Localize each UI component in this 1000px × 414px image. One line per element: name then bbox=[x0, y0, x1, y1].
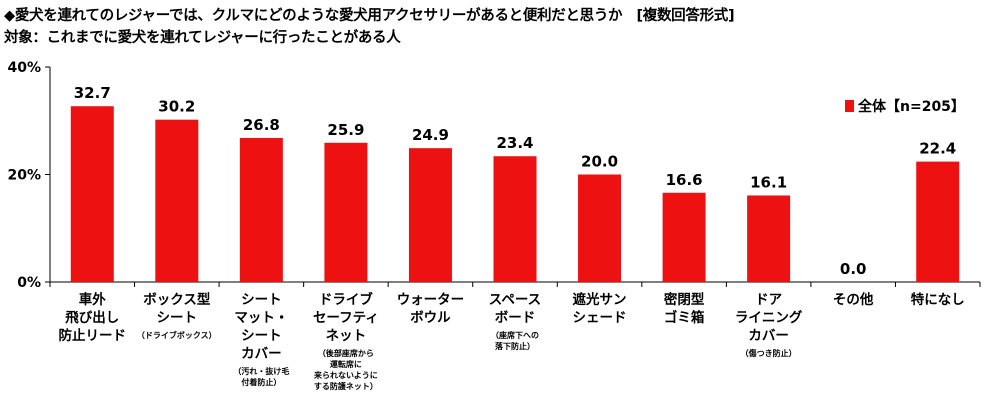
category-label-line: ゴミ箱 bbox=[663, 310, 705, 326]
bar bbox=[578, 174, 622, 282]
category-label-line: 車外 bbox=[78, 292, 106, 308]
value-label: 22.4 bbox=[919, 140, 956, 158]
category-label-line: 飛び出し bbox=[65, 310, 120, 326]
category-label: ウォーター ボウル bbox=[388, 291, 473, 327]
category-label-line: セーフティ bbox=[312, 310, 379, 326]
value-label: 25.9 bbox=[327, 121, 364, 139]
category-sublabel-line: （傷つき防止） bbox=[740, 349, 797, 358]
category-label-line: ボード bbox=[494, 310, 536, 326]
category-label-line: ドア bbox=[755, 292, 783, 308]
category-label-line: 特になし bbox=[910, 292, 965, 308]
bar bbox=[70, 106, 114, 282]
y-tick-label: 20% bbox=[7, 168, 41, 184]
bar bbox=[916, 161, 960, 282]
category-sublabel-line: （汚れ・抜け毛 bbox=[233, 367, 290, 376]
category-sublabel-line: 来られないように bbox=[313, 371, 378, 380]
category-label-line: ボウル bbox=[410, 310, 451, 326]
category-label: その他 bbox=[811, 291, 896, 309]
category-label-line: シート bbox=[241, 328, 282, 344]
category-label: ボックス型シート （ドライブボックス） bbox=[135, 291, 220, 341]
value-label: 26.8 bbox=[243, 116, 280, 134]
category-label-line: ウォーター bbox=[396, 292, 465, 308]
category-label-line: 密閉型 bbox=[663, 292, 705, 308]
category-label: スペースボード （座席下への 落下防止） bbox=[473, 291, 558, 352]
value-label: 16.1 bbox=[750, 173, 787, 191]
chart-title: ◆愛犬を連れてのレジャーでは、クルマにどのような愛犬用アクセサリーがあると便利だ… bbox=[4, 8, 735, 24]
category-label: 車外飛び出し防止リード bbox=[50, 291, 135, 345]
category-label-line: ライニング bbox=[734, 310, 803, 326]
category-sublabel-line: する防護ネット） bbox=[313, 382, 378, 391]
category-label-line: カバー bbox=[241, 346, 282, 362]
bar bbox=[662, 192, 706, 282]
category-label-line: カバー bbox=[748, 328, 789, 344]
chart-subtitle: 対象：これまでに愛犬を連れてレジャーに行ったことがある人 bbox=[4, 30, 401, 46]
y-tick-label: 40% bbox=[7, 60, 41, 76]
category-label-line: 遮光サン bbox=[572, 292, 627, 308]
category-label: シート マット・ シート カバー （汚れ・抜け毛 付着防止） bbox=[219, 291, 304, 388]
legend-swatch bbox=[845, 100, 854, 112]
bar bbox=[324, 142, 368, 282]
category-label-line: 防止リード bbox=[58, 328, 127, 344]
y-tick-label: 0% bbox=[17, 275, 41, 291]
category-label: 遮光サン シェード bbox=[557, 291, 642, 327]
category-label-line: スペース bbox=[488, 292, 542, 308]
value-label: 30.2 bbox=[158, 98, 195, 116]
bar bbox=[155, 119, 199, 282]
category-label-line: シート bbox=[241, 292, 282, 308]
bar bbox=[239, 137, 283, 282]
legend-label: 全体【n=205】 bbox=[858, 99, 965, 115]
value-label: 16.6 bbox=[666, 171, 703, 189]
category-sublabel-line: （後部座席から bbox=[317, 349, 374, 358]
category-label-line: ボックス型 bbox=[143, 292, 211, 308]
category-label-line: マット・ bbox=[234, 310, 289, 326]
bar bbox=[747, 195, 791, 282]
value-label: 20.0 bbox=[581, 153, 618, 171]
category-label: 密閉型 ゴミ箱 bbox=[642, 291, 727, 327]
category-label: ドアライニングカバー （傷つき防止） bbox=[726, 291, 811, 359]
category-sublabel-line: （座席下への bbox=[490, 331, 539, 340]
bar bbox=[493, 156, 537, 282]
category-label-line: シェード bbox=[572, 310, 627, 326]
value-label: 32.7 bbox=[74, 84, 111, 102]
category-label-line: シート bbox=[156, 310, 198, 326]
category-sublabel-line: 落下防止） bbox=[494, 342, 535, 351]
value-label: 0.0 bbox=[840, 260, 867, 278]
category-label-line: その他 bbox=[832, 292, 874, 308]
category-label: 特になし bbox=[895, 291, 980, 309]
category-sublabel-line: 運転席に bbox=[329, 360, 362, 369]
value-label: 23.4 bbox=[496, 134, 533, 152]
value-label: 24.9 bbox=[412, 126, 449, 144]
category-sublabel-line: 付着防止） bbox=[241, 378, 282, 387]
category-label-line: ドライブ bbox=[318, 292, 373, 308]
category-sublabel-line: （ドライブボックス） bbox=[136, 331, 217, 340]
bar bbox=[408, 148, 452, 282]
category-label: ドライブセーフティネット （後部座席から 運転席に来られないように する防護ネット） bbox=[304, 291, 389, 392]
legend: 全体【n=205】 bbox=[845, 96, 965, 116]
category-label-line: ネット bbox=[325, 328, 367, 344]
